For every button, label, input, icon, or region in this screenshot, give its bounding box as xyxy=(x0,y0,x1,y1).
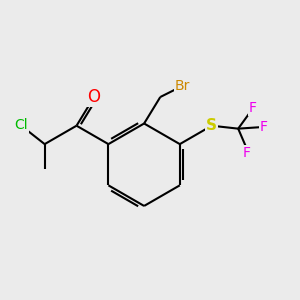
Text: S: S xyxy=(206,118,217,133)
Text: F: F xyxy=(243,146,251,160)
Text: O: O xyxy=(87,88,100,106)
Text: Br: Br xyxy=(175,79,190,93)
Text: F: F xyxy=(249,101,257,115)
Text: F: F xyxy=(260,120,268,134)
Text: Cl: Cl xyxy=(14,118,28,132)
